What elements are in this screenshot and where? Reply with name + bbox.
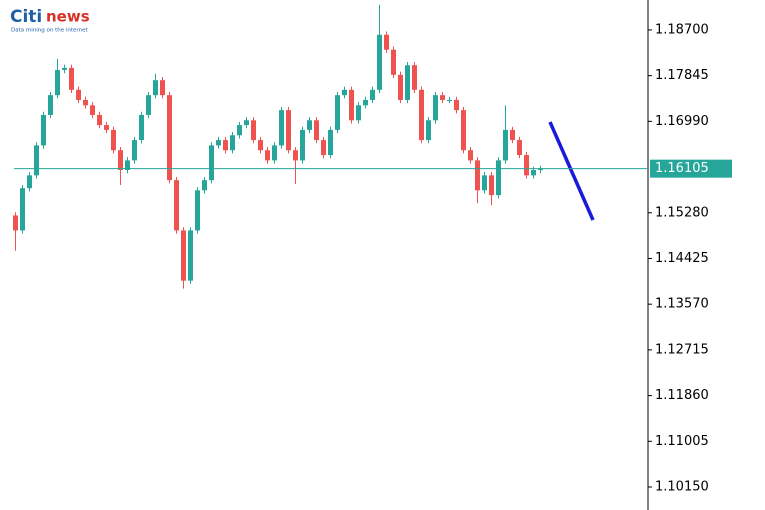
candle-body <box>76 89 81 100</box>
candle-body <box>482 175 487 191</box>
candle-body <box>489 175 494 196</box>
candle-body <box>55 70 60 96</box>
logo-left: Citi <box>10 7 42 27</box>
candle-body <box>328 129 333 156</box>
candle-body <box>447 99 452 101</box>
candle-body <box>258 140 263 151</box>
candle-body <box>461 110 466 151</box>
candle-body <box>34 145 39 176</box>
candle-body <box>167 95 172 181</box>
candle-body <box>13 215 18 231</box>
candle-body <box>251 120 256 141</box>
candle-body <box>426 120 431 141</box>
candle-body <box>321 140 326 156</box>
candle-body <box>48 95 53 115</box>
candle-body <box>342 89 347 96</box>
logo-right: news <box>46 8 90 26</box>
candle-body <box>132 140 137 161</box>
y-tick-label: 1.11860 <box>655 388 709 403</box>
candle-body <box>237 125 242 136</box>
candle-body <box>314 120 319 141</box>
candle-body <box>405 65 410 100</box>
candle-body <box>20 188 25 231</box>
candle-body <box>370 89 375 100</box>
candle-body <box>69 67 74 90</box>
candle-body <box>216 140 221 146</box>
candle-body <box>62 67 67 71</box>
last-price-label: 1.16105 <box>655 161 709 176</box>
candle-body <box>349 89 354 121</box>
y-tick-label: 1.18700 <box>655 22 709 37</box>
candle-body <box>524 155 529 176</box>
candle-body <box>209 145 214 181</box>
candle-body <box>398 74 403 100</box>
candle-body <box>111 129 116 151</box>
y-tick-label: 1.15280 <box>655 205 709 220</box>
candle-body <box>181 230 186 281</box>
candle-body <box>412 65 417 90</box>
candle-body <box>335 95 340 130</box>
candle-body <box>307 120 312 130</box>
candle-body <box>503 129 508 161</box>
y-tick-label: 1.13570 <box>655 297 709 312</box>
candle-body <box>300 129 305 161</box>
candle-body <box>118 150 123 170</box>
candle-body <box>230 135 235 151</box>
candle-body <box>293 150 298 161</box>
candle-body <box>90 105 95 115</box>
candle-body <box>174 180 179 231</box>
candle-body <box>160 80 165 96</box>
candle-body <box>83 99 88 106</box>
candle-body <box>391 49 396 75</box>
candle-body <box>27 175 32 189</box>
candle-body <box>475 160 480 191</box>
candle-body <box>104 125 109 130</box>
y-tick-label: 1.14425 <box>655 251 709 266</box>
candle-body <box>454 99 459 111</box>
y-tick-label: 1.12715 <box>655 342 709 357</box>
candle-body <box>377 34 382 90</box>
candle-body <box>265 150 270 161</box>
y-tick-label: 1.10150 <box>655 480 709 495</box>
y-tick-label: 1.17845 <box>655 68 709 83</box>
candle-body <box>433 95 438 121</box>
candle-body <box>363 99 368 106</box>
candle-body <box>188 230 193 281</box>
candle-body <box>286 110 291 151</box>
candle-body <box>517 140 522 156</box>
candle-body <box>202 180 207 191</box>
candle-body <box>139 114 144 141</box>
candle-body <box>496 160 501 196</box>
candle-body <box>356 105 361 121</box>
candle-body <box>97 114 102 126</box>
candle-body <box>41 114 46 146</box>
candle-body <box>538 168 543 170</box>
candle-body <box>279 110 284 146</box>
candle-body <box>440 95 445 100</box>
candle-body <box>272 145 277 161</box>
candle-body <box>531 170 536 176</box>
last-price-box <box>650 159 732 178</box>
candle-body <box>146 95 151 115</box>
candle-body <box>468 150 473 161</box>
candle-body <box>510 129 515 141</box>
candle-body <box>223 140 228 151</box>
trend-arrow <box>548 121 595 221</box>
candle-body <box>419 89 424 141</box>
candle-body <box>195 190 200 231</box>
candle-body <box>125 160 130 170</box>
candle-body <box>384 34 389 50</box>
y-tick-label: 1.11005 <box>655 434 709 449</box>
candle-body <box>153 80 158 96</box>
y-tick-label: 1.16990 <box>655 114 709 129</box>
logo-tagline: Data mining on the internet <box>11 28 88 34</box>
candle-body <box>244 120 249 126</box>
